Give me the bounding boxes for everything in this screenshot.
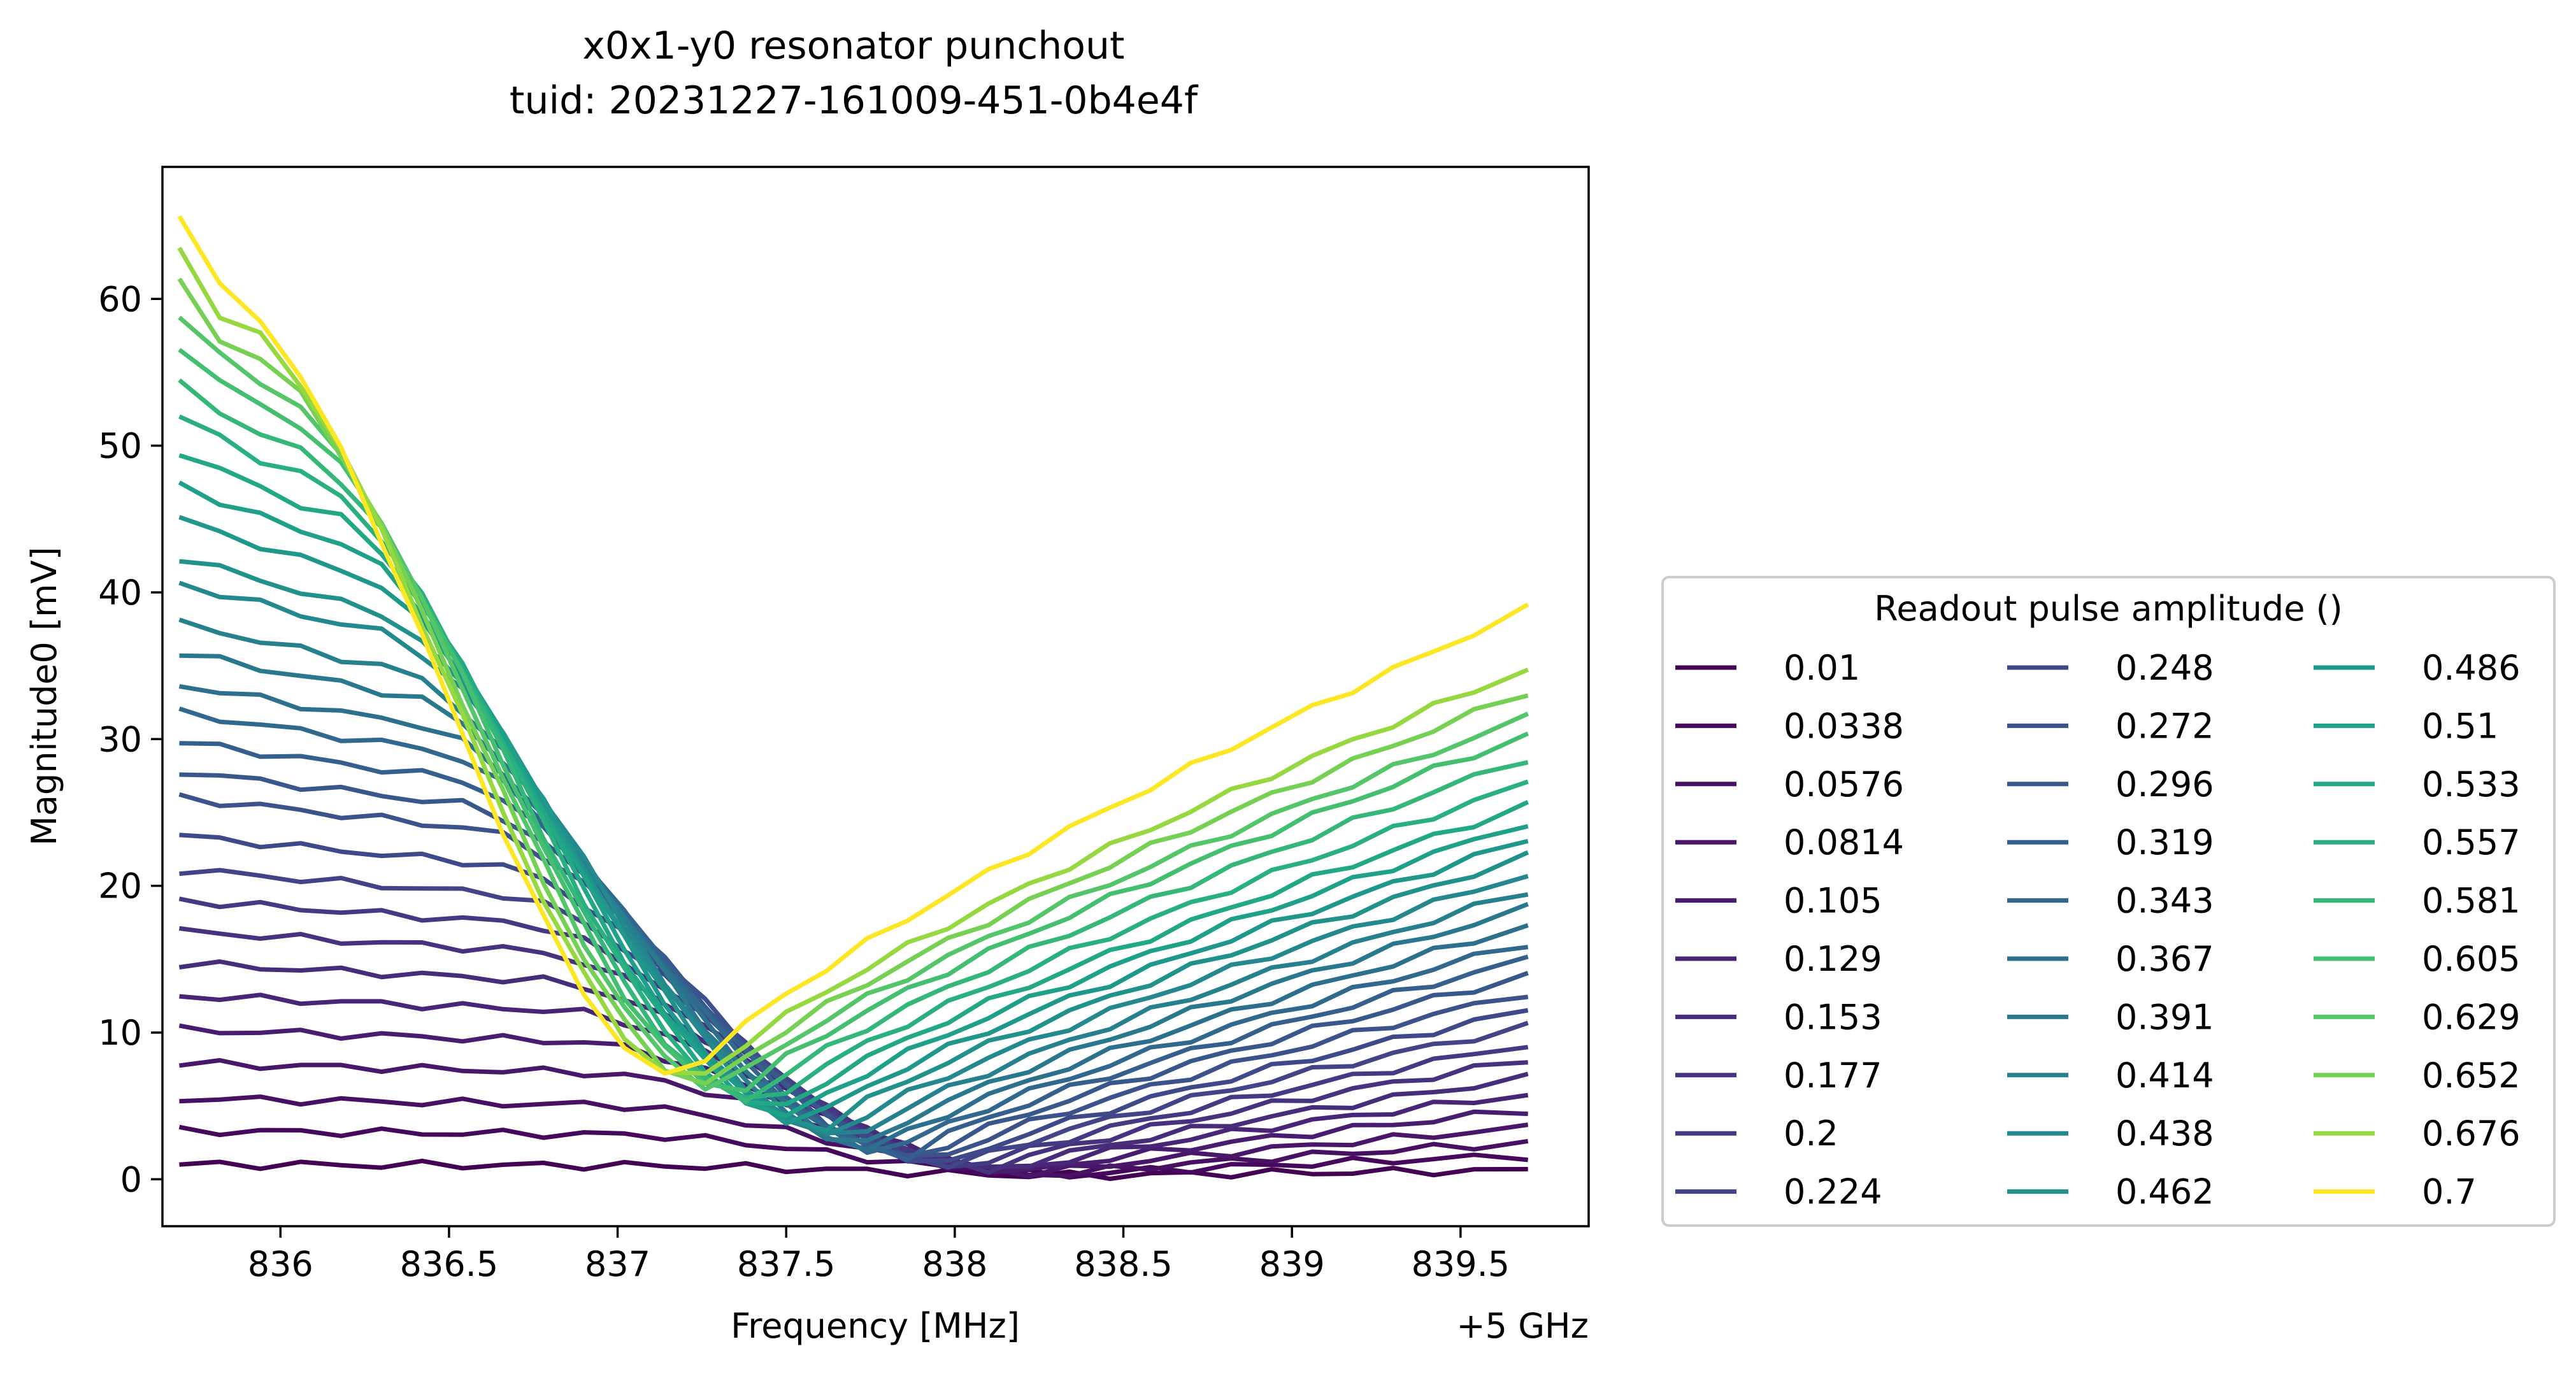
series-line-0.177 [179, 926, 1528, 1175]
legend-label: 0.177 [1784, 1056, 1882, 1096]
x-offset-label: +5 GHz [1456, 1306, 1589, 1346]
x-tick-label: 836 [248, 1244, 313, 1284]
legend: Readout pulse amplitude () 0.01 0.0338 0.0… [1661, 576, 2556, 1227]
x-tick-label: 839 [1259, 1244, 1325, 1284]
legend-label: 0.391 [2115, 997, 2214, 1037]
x-tick-label: 838.5 [1074, 1244, 1173, 1284]
y-tick-label: 30 [98, 719, 142, 759]
series-line-0.0338 [178, 1124, 1529, 1180]
legend-label: 0.581 [2422, 881, 2521, 921]
series-line-0.414 [178, 617, 1529, 1136]
x-tick-label: 837.5 [737, 1244, 836, 1284]
legend-label: 0.629 [2422, 997, 2521, 1037]
legend-title: Readout pulse amplitude () [1874, 589, 2343, 629]
legend-label: 0.486 [2422, 648, 2521, 688]
series-line-0.676 [177, 247, 1529, 1076]
legend-label: 0.129 [1784, 939, 1882, 979]
legend-label: 0.0814 [1784, 822, 1904, 862]
legend-label: 0.01 [1784, 648, 1860, 688]
plot-area [177, 215, 1529, 1182]
y-tick-label: 50 [98, 426, 142, 466]
legend-frame [1661, 576, 2556, 1227]
legend-label: 0.438 [2115, 1113, 2214, 1154]
series-line-0.7 [177, 215, 1529, 1076]
series-line-0.438 [178, 580, 1529, 1137]
legend-label: 0.414 [2115, 1056, 2214, 1096]
legend-label: 0.248 [2115, 648, 2214, 688]
legend-label: 0.533 [2422, 764, 2521, 805]
chart-title-line1: x0x1-y0 resonator punchout [582, 24, 1124, 68]
x-tick-label: 836.5 [400, 1244, 499, 1284]
series-line-0.0576 [179, 1094, 1529, 1178]
legend-label: 0.557 [2422, 822, 2521, 862]
x-axis: 836 836.5 837 837.5 838 838.5 839 839.5 [248, 1226, 1510, 1284]
series-line-0.486 [178, 515, 1529, 1126]
legend-label: 0.0576 [1784, 764, 1904, 805]
series-line-0.462 [179, 559, 1529, 1133]
legend-label: 0.462 [2115, 1172, 2214, 1212]
x-tick-label: 838 [922, 1244, 987, 1284]
chart-title-line2: tuid: 20231227-161009-451-0b4e4f [510, 78, 1199, 123]
legend-label: 0.2 [1784, 1113, 1838, 1154]
legend-label: 0.367 [2115, 939, 2214, 979]
legend-label: 0.224 [1784, 1172, 1882, 1212]
series-line-0.367 [178, 683, 1529, 1152]
legend-label: 0.51 [2422, 706, 2498, 746]
series-line-0.652 [177, 277, 1529, 1086]
y-tick-label: 0 [120, 1159, 142, 1199]
legend-label: 0.676 [2422, 1113, 2521, 1154]
y-tick-label: 10 [98, 1013, 142, 1053]
legend-label: 0.0338 [1784, 706, 1904, 746]
y-tick-label: 40 [98, 573, 142, 613]
series-line-0.01 [179, 1159, 1528, 1182]
x-tick-label: 839.5 [1412, 1244, 1510, 1284]
legend-label: 0.272 [2115, 706, 2214, 746]
x-tick-label: 837 [585, 1244, 650, 1284]
plot-frame [161, 166, 1590, 1227]
legend-label: 0.296 [2115, 764, 2214, 805]
x-axis-label: Frequency [MHz] [731, 1306, 1020, 1346]
legend-label: 0.605 [2422, 939, 2521, 979]
series-line-0.557 [178, 414, 1529, 1100]
legend-label: 0.319 [2115, 822, 2214, 862]
series-line-0.391 [179, 653, 1529, 1143]
legend-label: 0.7 [2422, 1172, 2477, 1212]
series-line-0.319 [179, 741, 1529, 1163]
y-axis: 0 10 20 30 40 50 60 [98, 279, 162, 1199]
y-tick-label: 20 [98, 866, 142, 906]
y-tick-label: 60 [98, 279, 142, 319]
legend-label: 0.652 [2422, 1056, 2521, 1096]
y-axis-label: Magnitude0 [mV] [24, 547, 64, 845]
legend-label: 0.105 [1784, 881, 1882, 921]
series-line-0.533 [178, 453, 1529, 1106]
legend-label: 0.153 [1784, 997, 1882, 1037]
legend-label: 0.343 [2115, 881, 2214, 921]
